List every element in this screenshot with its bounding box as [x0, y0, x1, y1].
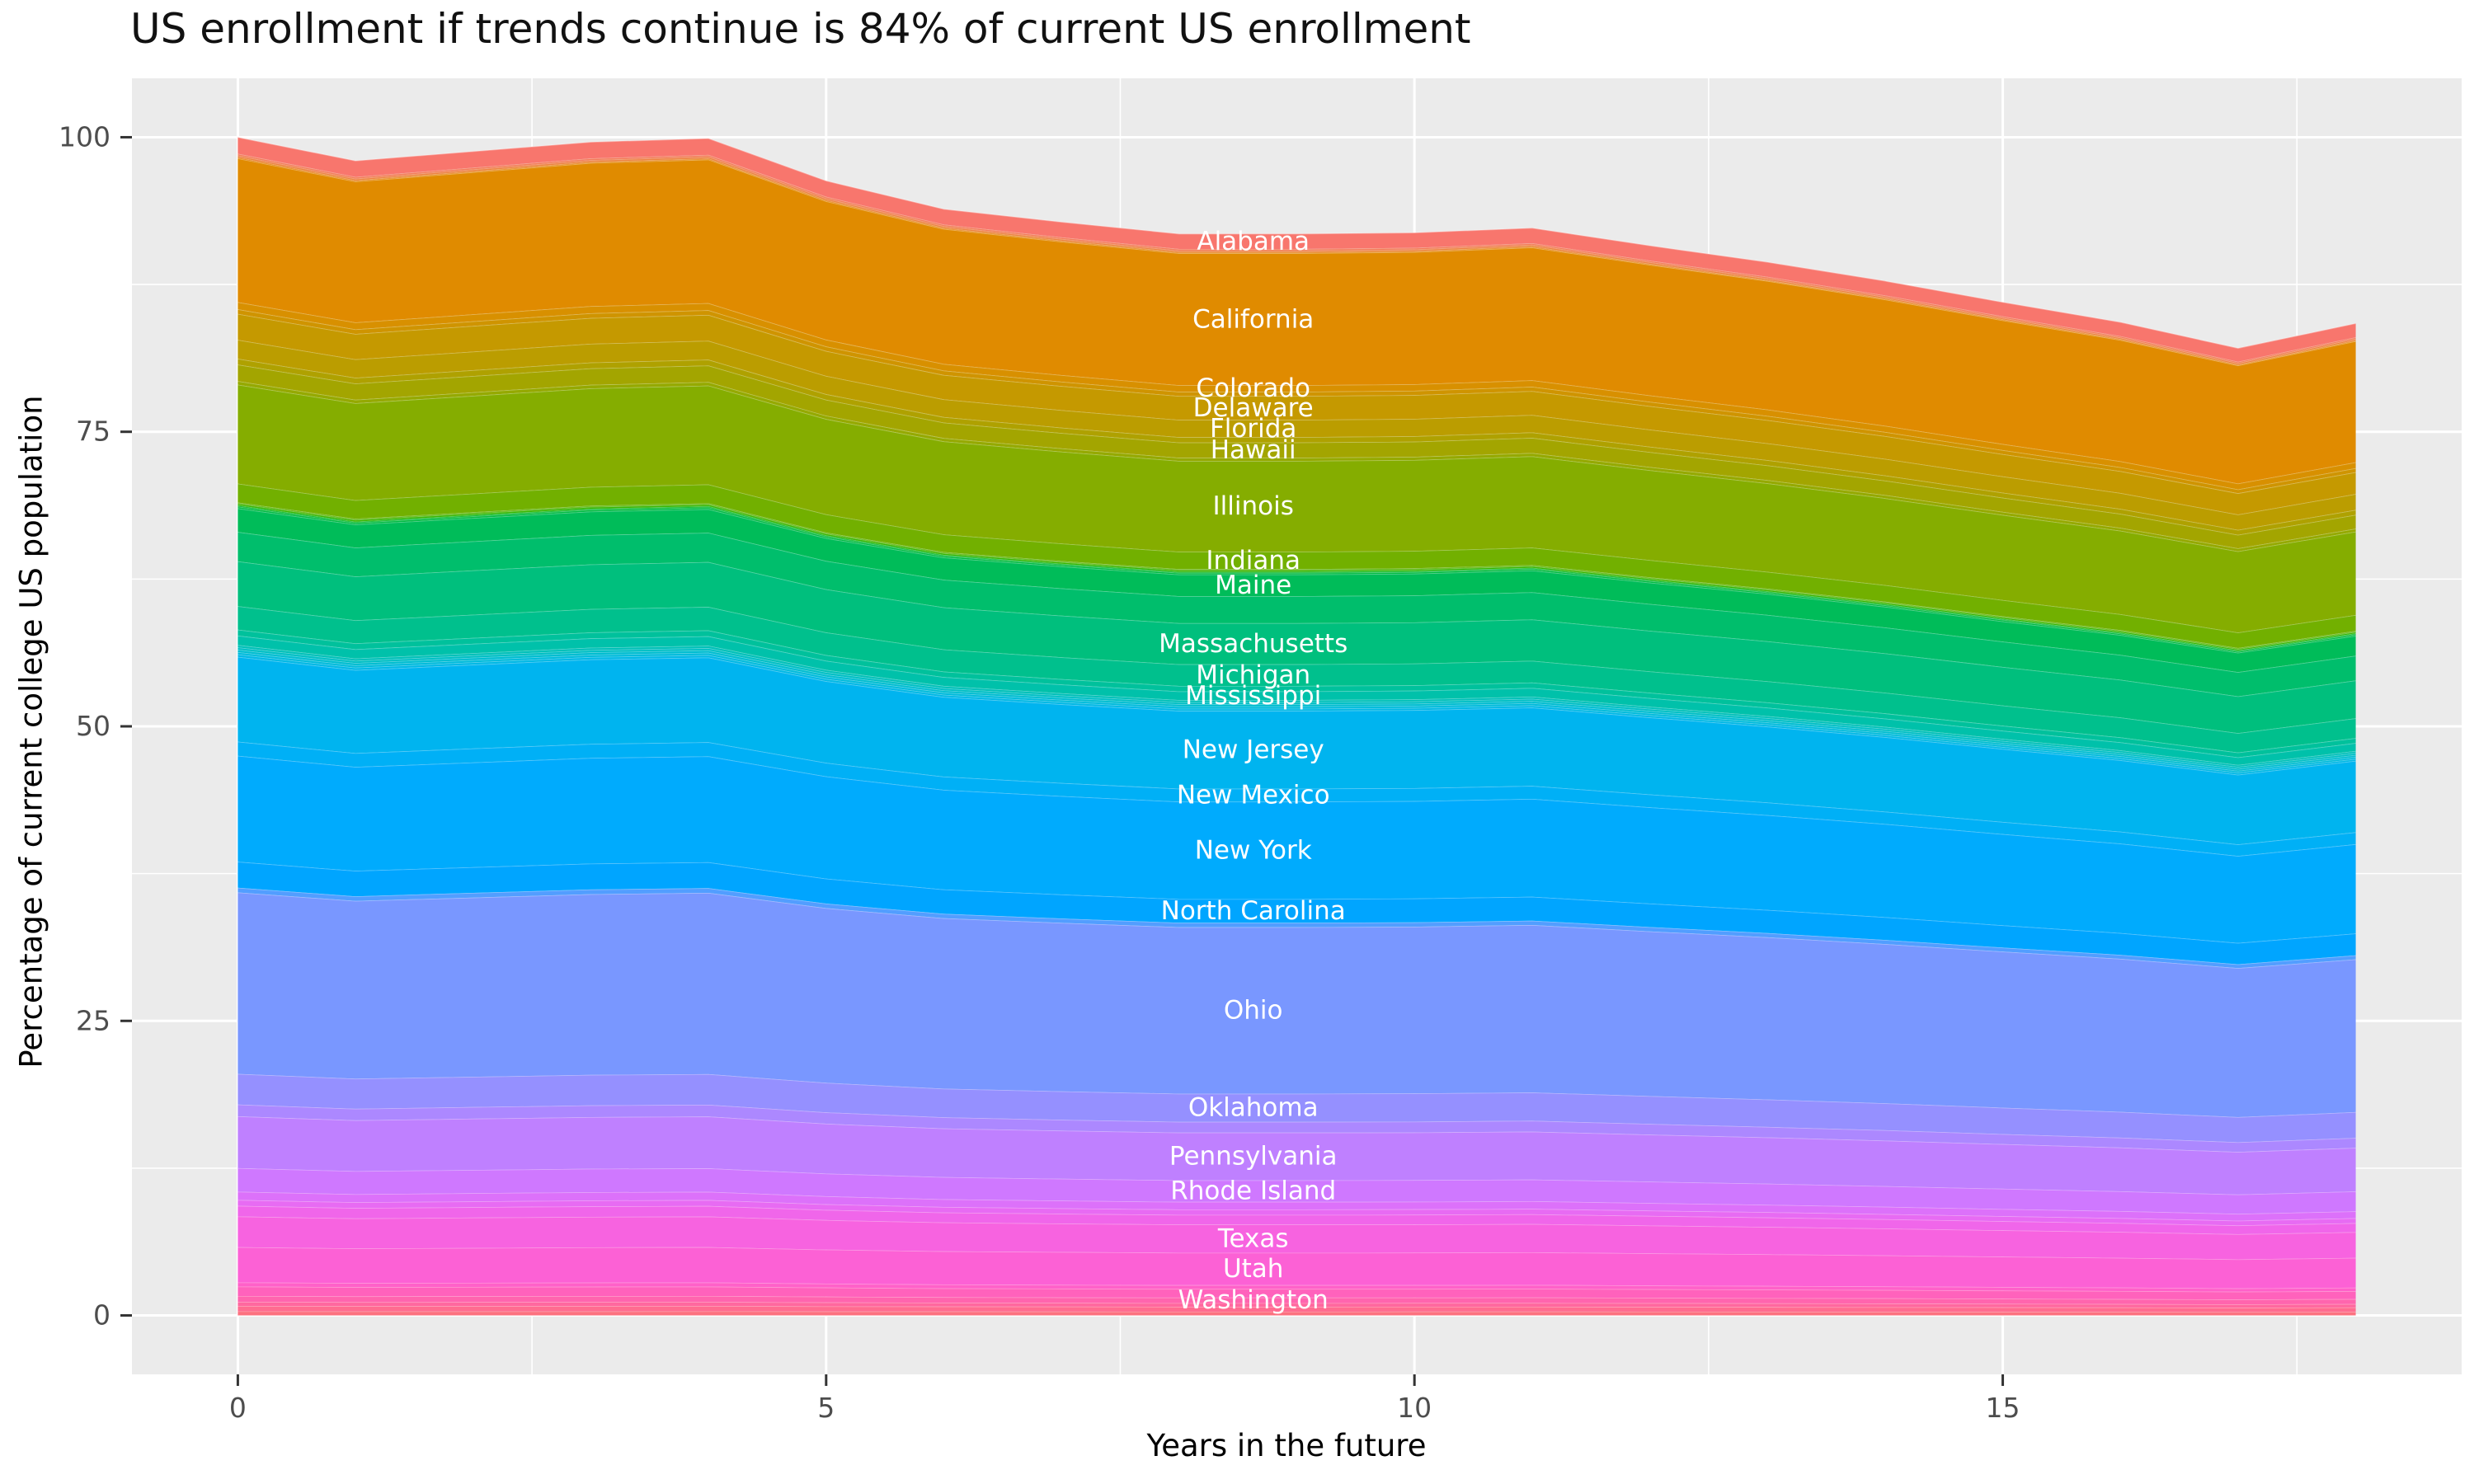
- area-band-new-hampshire: [238, 654, 2356, 775]
- area-band-montana: [238, 647, 2356, 769]
- area-band-west-virginia: [238, 1302, 2356, 1308]
- area-band-arizona: [238, 155, 2356, 365]
- state-label-massachusetts: Massachusetts: [1159, 629, 1348, 659]
- y-tick-label: 100: [59, 120, 111, 153]
- state-label-michigan: Michigan: [1196, 660, 1310, 690]
- state-label-illinois: Illinois: [1213, 491, 1294, 521]
- state-label-indiana: Indiana: [1206, 546, 1300, 575]
- area-band-illinois: [238, 384, 2356, 633]
- area-band-utah: [238, 1247, 2356, 1289]
- area-band-north-carolina: [238, 862, 2356, 965]
- state-label-washington: Washington: [1178, 1285, 1329, 1315]
- area-band-louisiana: [238, 506, 2356, 653]
- area-band-alaska: [238, 153, 2356, 364]
- state-label-mississippi: Mississippi: [1185, 681, 1321, 711]
- area-band-nebraska: [238, 650, 2356, 771]
- area-band-missouri: [238, 645, 2356, 768]
- area-band-delaware: [238, 313, 2356, 515]
- x-tick-label: 10: [1397, 1392, 1432, 1424]
- area-band-ohio: [238, 892, 2356, 1117]
- state-label-ohio: Ohio: [1224, 996, 1283, 1026]
- band-edge: [238, 136, 2356, 350]
- area-band-minnesota: [238, 629, 2356, 758]
- area-band-mississippi: [238, 636, 2356, 765]
- area-band-pennsylvania: [238, 1116, 2356, 1195]
- x-tick-label: 15: [1986, 1392, 2020, 1424]
- state-label-new-york: New York: [1195, 835, 1312, 865]
- state-label-florida: Florida: [1210, 414, 1296, 444]
- y-tick-label: 0: [93, 1299, 111, 1331]
- area-band-indiana: [238, 483, 2356, 648]
- area-band-georgia: [238, 359, 2356, 535]
- area-band-alabama: [238, 137, 2356, 362]
- area-band-tennessee: [238, 1205, 2356, 1234]
- x-tick-label: 0: [229, 1392, 247, 1424]
- area-band-arkansas: [238, 157, 2356, 366]
- area-band-texas: [238, 1216, 2356, 1260]
- area-band-vermont: [238, 1282, 2356, 1292]
- state-label-rhode-island: Rhode Island: [1170, 1176, 1336, 1206]
- area-band-nevada: [238, 652, 2356, 773]
- y-tick-label: 50: [76, 710, 111, 742]
- y-tick-label: 75: [76, 416, 111, 448]
- state-label-pennsylvania: Pennsylvania: [1169, 1142, 1338, 1172]
- area-band-idaho: [238, 381, 2356, 552]
- area-band-colorado: [238, 302, 2356, 490]
- area-band-california: [238, 158, 2356, 484]
- area-band-oklahoma: [238, 1073, 2356, 1143]
- state-label-north-carolina: North Carolina: [1161, 896, 1346, 926]
- state-label-oklahoma: Oklahoma: [1188, 1093, 1319, 1123]
- area-band-wisconsin: [238, 1306, 2356, 1313]
- y-tick-label: 25: [76, 1004, 111, 1036]
- area-band-maryland: [238, 532, 2356, 697]
- area-band-connecticut: [238, 309, 2356, 494]
- area-band-michigan: [238, 606, 2356, 753]
- area-band-hawaii: [238, 364, 2356, 549]
- area-band-kansas: [238, 503, 2356, 650]
- state-label-colorado: Colorado: [1196, 373, 1310, 403]
- area-band-new-mexico: [238, 741, 2356, 857]
- chart-title: US enrollment if trends continue is 84% …: [130, 5, 1471, 53]
- area-band-wyoming: [238, 1311, 2356, 1316]
- x-tick-label: 5: [817, 1392, 835, 1424]
- area-band-rhode-island: [238, 1167, 2356, 1214]
- area-band-virginia: [238, 1286, 2356, 1300]
- area-band-florida: [238, 340, 2356, 530]
- area-band-washington: [238, 1296, 2356, 1305]
- area-band-north-dakota: [238, 887, 2356, 969]
- y-axis-title: Percentage of current college US populat…: [13, 395, 49, 1068]
- state-label-delaware: Delaware: [1193, 393, 1314, 423]
- state-label-utah: Utah: [1223, 1254, 1284, 1284]
- area-band-new-jersey: [238, 656, 2356, 845]
- area-band-kentucky: [238, 505, 2356, 652]
- area-band-south-dakota: [238, 1200, 2356, 1226]
- area-band-maine: [238, 508, 2356, 673]
- area-band-oregon: [238, 1104, 2356, 1153]
- state-label-texas: Texas: [1217, 1223, 1289, 1253]
- state-label-alabama: Alabama: [1197, 227, 1310, 256]
- x-axis-title: Years in the future: [1146, 1428, 1427, 1463]
- area-band-massachusetts: [238, 561, 2356, 734]
- state-label-hawaii: Hawaii: [1211, 435, 1296, 465]
- state-label-new-jersey: New Jersey: [1183, 735, 1324, 764]
- area-band-iowa: [238, 502, 2356, 650]
- state-label-new-mexico: New Mexico: [1177, 781, 1330, 810]
- state-label-california: California: [1192, 304, 1314, 334]
- area-band-new-york: [238, 755, 2356, 943]
- state-label-maine: Maine: [1215, 571, 1291, 600]
- area-band-south-carolina: [238, 1191, 2356, 1221]
